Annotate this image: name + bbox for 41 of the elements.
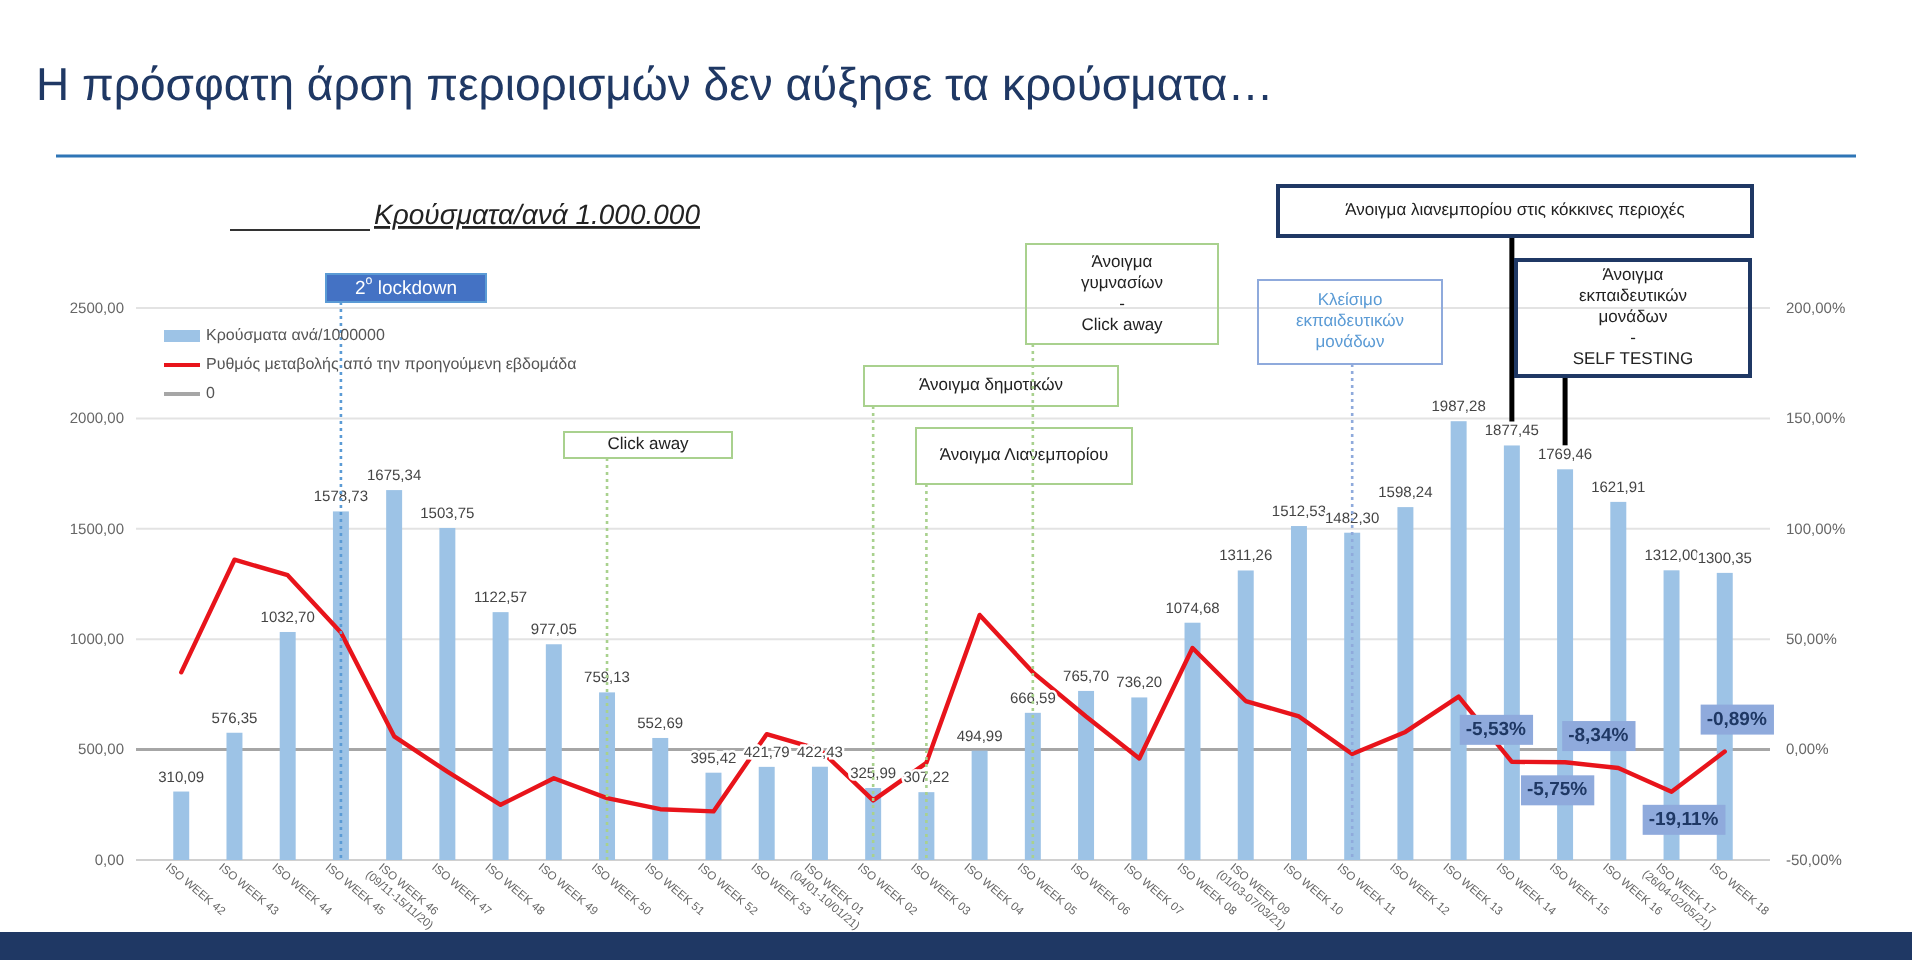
bar: [971, 750, 988, 860]
bar: [386, 490, 403, 860]
bar: [758, 766, 775, 860]
data-label: -19,11%: [1648, 808, 1720, 831]
bar: [492, 612, 509, 860]
data-label: -5,75%: [1526, 779, 1589, 802]
ref-line-label: Άνοιγμα λιανεμπορίου στις κόκκινες περιοχές: [1345, 199, 1685, 220]
legend-label: 0: [206, 384, 216, 403]
chart-title: Η πρόσφατη άρση περιορισμών δεν αύξησε τα κρούσματα…: [36, 58, 1274, 110]
bar: [811, 766, 828, 860]
ref-line-label: Άνοιγμα δημοτικών: [918, 374, 1064, 395]
chart-subtitle: Κρούσματα/ανά 1.000.000: [374, 198, 701, 230]
bar: [1397, 507, 1414, 860]
bar: [279, 631, 296, 860]
bar: [1078, 690, 1095, 860]
data-label: -5,53%: [1465, 718, 1528, 741]
bar: [1184, 622, 1201, 860]
ref-line-label: Click away: [607, 433, 691, 454]
ref-line-label: Κλείσιμο εκπαιδευτικών μονάδων: [1295, 289, 1405, 352]
ref-line-label: Άνοιγμα εκπαιδευτικών μονάδων - SELF TESTING: [1572, 264, 1694, 369]
data-label: -8,34%: [1568, 725, 1630, 748]
ref-line-label: Άνοιγμα γυμνασίων - Click away: [1081, 251, 1165, 334]
ref-line-label: Άνοιγμα Λιανεμπορίου: [939, 444, 1110, 465]
bar: [1237, 570, 1254, 860]
legend-label: Ρυθμός μεταβολής από την προηγούμενη εβδομάδα: [206, 355, 578, 374]
bar: [1290, 526, 1307, 860]
bar: [918, 792, 935, 860]
legend-label: Κρούσματα ανά/1000000: [206, 326, 386, 345]
bar: [332, 511, 349, 860]
bar: [173, 791, 190, 860]
bar: [439, 527, 456, 860]
bar: [1131, 697, 1148, 860]
ref-line-label: 2$^{ο}$ lockdown: [355, 274, 457, 300]
bar: [226, 732, 243, 860]
bar: [1024, 712, 1041, 860]
bar: [599, 692, 616, 860]
bar: [652, 737, 669, 860]
bar: [1450, 421, 1467, 860]
data-label: -0,89%: [1706, 708, 1768, 731]
bar: [545, 644, 562, 860]
bar: [1344, 532, 1361, 860]
